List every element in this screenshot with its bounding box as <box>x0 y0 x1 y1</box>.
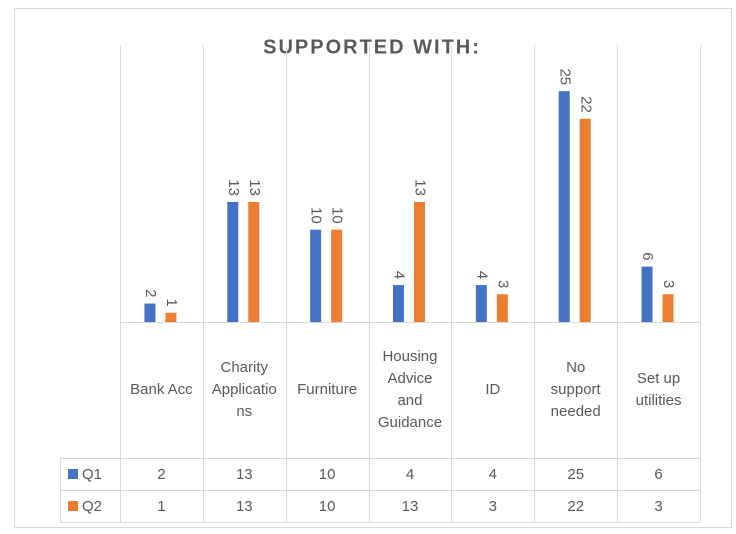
table-value: 2 <box>157 466 165 483</box>
x-tick-label: Charity Applications <box>211 359 277 420</box>
bar <box>475 285 487 322</box>
x-tick-label: Bank Acc <box>130 381 193 398</box>
table-value: 3 <box>489 498 497 515</box>
bar <box>393 285 404 322</box>
bar <box>558 91 570 323</box>
x-tick-label: No support needed <box>550 359 601 420</box>
data-label: 1 <box>163 298 180 306</box>
table-value: 13 <box>402 498 419 515</box>
table-value: 4 <box>406 466 414 483</box>
bar <box>248 201 260 322</box>
bar <box>227 201 239 322</box>
category-cell: Charity Applications <box>211 359 277 420</box>
category-cell: ID <box>485 381 501 398</box>
data-label: 13 <box>412 179 429 196</box>
bar <box>662 294 674 322</box>
table-value: 4 <box>489 466 497 483</box>
table-value: 25 <box>567 466 584 483</box>
bar <box>496 294 508 322</box>
table-value: 13 <box>236 498 253 515</box>
table-value: 22 <box>567 498 584 515</box>
data-label: 2 <box>142 289 159 297</box>
x-tick-label: Furniture <box>297 381 358 398</box>
table-value: 10 <box>319 498 336 515</box>
data-label: 13 <box>246 179 263 196</box>
category-cell: Housing Advice and Guidance <box>377 348 443 431</box>
table-value: 6 <box>654 466 662 483</box>
bar <box>579 118 591 322</box>
legend-label: Q1 <box>82 466 102 483</box>
data-label: 4 <box>473 271 490 279</box>
table-value: 3 <box>654 498 662 515</box>
table-value: 10 <box>319 466 336 483</box>
x-tick-label: Set up utilities <box>635 370 682 409</box>
legend-swatch <box>68 469 78 479</box>
data-label: 10 <box>308 207 325 224</box>
data-label: 4 <box>391 271 408 279</box>
bar <box>144 303 156 322</box>
data-label: 22 <box>577 96 594 113</box>
x-tick-label: Housing Advice and Guidance <box>377 348 443 431</box>
category-cell: Furniture <box>297 381 358 398</box>
data-label: 25 <box>556 68 573 85</box>
data-label: 3 <box>660 280 677 288</box>
category-cell: Set up utilities <box>635 370 682 409</box>
bar <box>165 312 177 322</box>
data-label: 6 <box>639 252 656 260</box>
data-label: 3 <box>494 280 511 288</box>
legend-label: Q2 <box>82 498 102 515</box>
table-value: 13 <box>236 466 253 483</box>
bar <box>641 266 653 322</box>
bar <box>414 201 425 322</box>
chart-title: SUPPORTED WITH: <box>263 36 481 58</box>
legend-swatch <box>68 501 78 511</box>
bar <box>310 229 322 322</box>
table-value: 1 <box>157 498 165 515</box>
x-tick-label: ID <box>485 381 501 398</box>
bar <box>331 229 343 322</box>
category-cell: No support needed <box>550 359 601 420</box>
data-label: 13 <box>225 179 242 196</box>
data-label: 10 <box>329 207 346 224</box>
category-cell: Bank Acc <box>130 381 193 398</box>
chart-frame <box>14 8 732 528</box>
